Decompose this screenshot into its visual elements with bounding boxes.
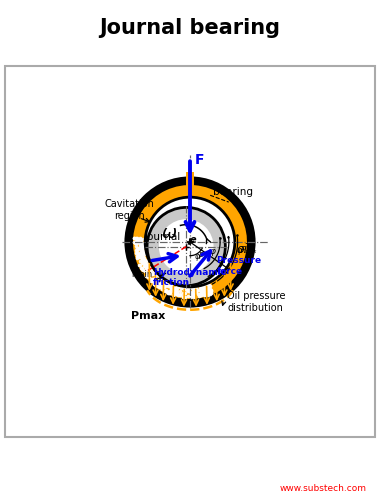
Circle shape	[147, 207, 225, 286]
Text: Pressure
force: Pressure force	[217, 257, 262, 276]
Text: bearing: bearing	[213, 187, 253, 197]
Text: φ: φ	[210, 247, 216, 256]
Text: φFₘₐₓ: φFₘₐₓ	[237, 246, 258, 255]
Text: Cavitation
region: Cavitation region	[105, 199, 154, 221]
Text: Hydrodynamic
friction: Hydrodynamic friction	[153, 268, 226, 287]
Wedge shape	[133, 237, 214, 299]
Text: Oil pressure
distribution: Oil pressure distribution	[227, 291, 285, 313]
Text: Pmax: Pmax	[131, 311, 166, 321]
Text: F: F	[195, 153, 204, 167]
Text: ω: ω	[162, 223, 177, 241]
Bar	[186, 173, 194, 186]
Text: oil: oil	[237, 243, 251, 256]
Text: www.substech.com: www.substech.com	[280, 484, 367, 493]
Text: journal: journal	[144, 232, 180, 242]
Circle shape	[159, 219, 214, 274]
Text: φP₀: φP₀	[194, 252, 207, 261]
Circle shape	[145, 197, 235, 287]
Circle shape	[133, 185, 247, 299]
Text: Journal bearing: Journal bearing	[100, 18, 280, 38]
Text: hmin: hmin	[131, 270, 153, 279]
Circle shape	[126, 178, 254, 306]
Text: e: e	[189, 235, 196, 245]
Wedge shape	[133, 185, 247, 294]
